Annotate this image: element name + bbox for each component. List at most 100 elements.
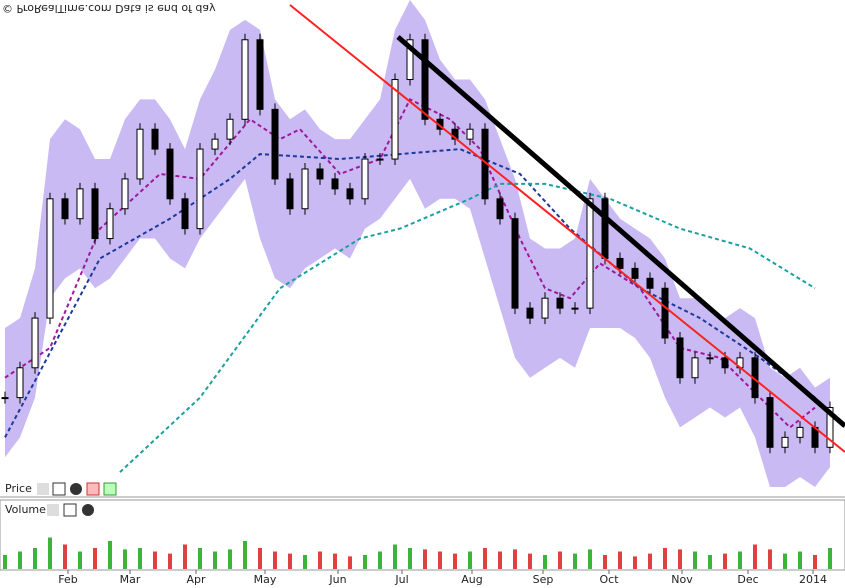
tool-icon[interactable] — [63, 503, 77, 517]
x-tick-label: May — [254, 573, 277, 586]
x-tick-label: 2014 — [799, 573, 827, 586]
candle — [601, 198, 609, 259]
tool-icon[interactable] — [52, 482, 66, 496]
volume-bar — [633, 556, 637, 569]
moving-average — [119, 182, 816, 473]
candle — [376, 158, 384, 161]
candle — [76, 188, 84, 220]
candle — [766, 397, 774, 448]
volume-bar — [93, 548, 97, 569]
candle — [91, 188, 99, 240]
volume-bar — [828, 548, 832, 569]
volume-bar — [288, 553, 292, 569]
candle — [286, 178, 294, 210]
volume-bar — [558, 551, 562, 569]
candle — [256, 39, 264, 110]
volume-bar — [393, 544, 397, 569]
close-icon[interactable] — [70, 483, 82, 495]
tool-icon[interactable] — [47, 504, 59, 516]
candle — [196, 148, 204, 230]
candle — [706, 357, 714, 360]
volume-bar — [33, 548, 37, 569]
volume-bar — [813, 555, 817, 569]
volume-bar — [318, 551, 322, 569]
candle — [781, 436, 789, 448]
candle — [226, 118, 234, 140]
bollinger-band — [5, 0, 830, 488]
tool-icon[interactable] — [103, 482, 117, 496]
x-tick-label: Aug — [461, 573, 482, 586]
volume-bar — [648, 553, 652, 569]
volume-bar — [3, 555, 7, 569]
volume-bar — [213, 551, 217, 569]
volume-bar — [333, 553, 337, 569]
volume-bar — [678, 549, 682, 569]
candle — [346, 188, 354, 200]
trend-line — [396, 35, 845, 428]
candle — [166, 148, 174, 200]
volume-bar — [453, 553, 457, 569]
candle — [721, 357, 729, 369]
volume-bar — [783, 553, 787, 569]
volume-bar — [123, 549, 127, 569]
price-panel — [1, 0, 834, 488]
x-tick-label: Dec — [737, 573, 758, 586]
volume-bar — [378, 551, 382, 569]
volume-bar — [753, 544, 757, 569]
close-icon[interactable] — [82, 504, 94, 516]
volume-bar — [273, 551, 277, 569]
volume-bar — [498, 551, 502, 569]
volume-bar — [153, 551, 157, 569]
tool-icon[interactable] — [37, 483, 49, 495]
candle — [586, 198, 594, 309]
candle — [541, 297, 549, 319]
volume-bar — [573, 553, 577, 569]
header: © ProRealTime.com Data is end of day — [2, 2, 216, 15]
candle — [631, 267, 639, 279]
volume-bar — [243, 541, 247, 569]
price-label: Price — [5, 482, 32, 495]
volume-bar — [438, 551, 442, 569]
volume-label: Volume — [5, 503, 46, 516]
candle — [421, 39, 429, 120]
x-tick-label: Jun — [328, 573, 346, 586]
candle — [271, 108, 279, 180]
volume-bar — [348, 556, 352, 569]
volume-bar — [183, 544, 187, 569]
candle — [526, 307, 534, 319]
candle — [511, 218, 519, 309]
tool-icon[interactable] — [86, 482, 100, 496]
candle — [646, 277, 654, 289]
volume-bar — [543, 555, 547, 569]
candle — [361, 158, 369, 200]
candle — [616, 257, 624, 269]
volume-bar — [528, 553, 532, 569]
volume-bar — [258, 548, 262, 569]
x-tick-label: Oct — [599, 573, 619, 586]
volume-bar — [588, 549, 592, 569]
candle — [466, 128, 474, 140]
candle — [106, 208, 114, 240]
volume-bar — [138, 548, 142, 569]
x-tick-label: Jul — [394, 573, 408, 586]
volume-bar — [18, 551, 22, 569]
volume-bar — [303, 555, 307, 569]
volume-bar — [693, 551, 697, 569]
candle — [151, 128, 159, 150]
candle — [391, 79, 399, 160]
candle — [556, 297, 564, 309]
x-tick-label: Feb — [58, 573, 77, 586]
candle — [571, 307, 579, 310]
candle — [826, 407, 834, 448]
volume-bar — [168, 553, 172, 569]
volume-bar — [408, 548, 412, 569]
trend-line — [289, 4, 845, 453]
volume-bar — [198, 548, 202, 569]
volume-bar — [228, 549, 232, 569]
candle — [676, 337, 684, 379]
x-tick-label: Sep — [533, 573, 554, 586]
candle — [16, 367, 24, 399]
volume-bar — [48, 537, 52, 569]
volume-bar — [63, 544, 67, 569]
volume-bar — [618, 551, 622, 569]
